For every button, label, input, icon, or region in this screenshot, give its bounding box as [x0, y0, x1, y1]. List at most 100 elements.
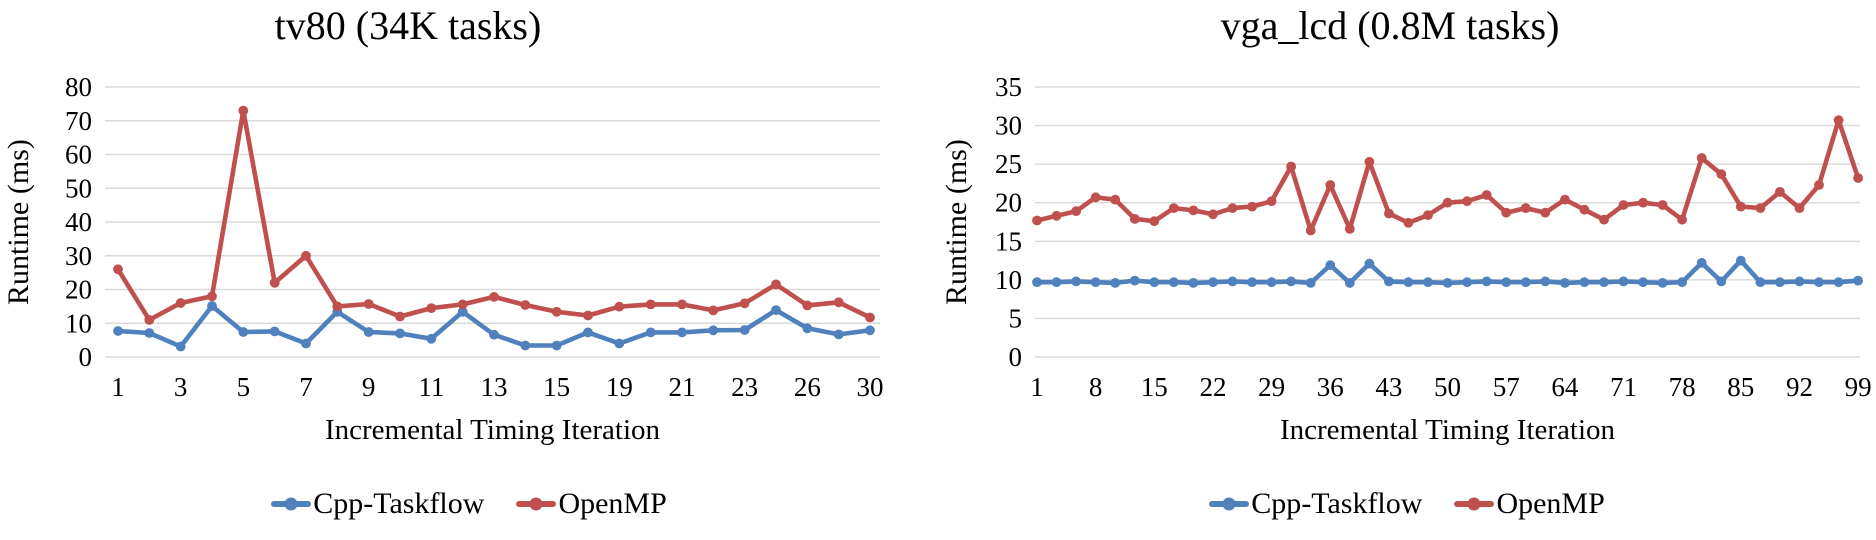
y-tick-label: 30 [995, 111, 1022, 141]
data-point [614, 301, 625, 312]
data-point [426, 333, 437, 344]
x-tick-label: 92 [1786, 372, 1813, 402]
data-point [395, 311, 405, 322]
y-tick-label: 30 [65, 241, 92, 271]
data-point [1090, 277, 1101, 288]
data-point [175, 298, 186, 308]
data-point [708, 325, 719, 336]
data-point [1677, 277, 1687, 288]
data-point [1344, 278, 1355, 288]
data-point [833, 329, 844, 340]
data-point [113, 264, 123, 275]
data-point [1462, 277, 1472, 288]
data-point [1266, 196, 1277, 207]
data-point [1149, 277, 1160, 288]
data-point [1384, 208, 1394, 219]
data-point [269, 326, 280, 337]
data-point [1814, 277, 1824, 288]
data-point [1775, 277, 1785, 288]
data-point [1696, 258, 1707, 268]
legend: Cpp-Taskflow OpenMP [0, 487, 938, 521]
taskflow-line-swatch-icon [1209, 497, 1250, 511]
data-point [457, 299, 468, 310]
x-axis-title: Incremental Timing Iteration [1279, 414, 1616, 446]
x-tick-label: 36 [1317, 372, 1344, 402]
data-point [1599, 214, 1609, 225]
data-point [332, 301, 343, 312]
data-point [583, 310, 593, 321]
legend-item-openmp: OpenMP [516, 487, 667, 521]
y-tick-label: 60 [65, 140, 92, 170]
page-title: vga_lcd (0.8M tasks) [1220, 3, 1560, 48]
data-point [1481, 190, 1492, 200]
data-point [1540, 207, 1551, 218]
data-point [301, 338, 311, 349]
legend-label: Cpp-Taskflow [313, 487, 485, 520]
data-point [207, 301, 217, 311]
data-point [426, 303, 437, 313]
data-point [1032, 277, 1042, 288]
x-tick-label: 11 [418, 372, 444, 402]
legend-item-cpp-taskflow: Cpp-Taskflow [1209, 487, 1422, 521]
x-tick-label: 21 [668, 372, 695, 402]
data-point [207, 291, 217, 302]
data-point [1716, 276, 1727, 287]
data-point [739, 298, 750, 309]
data-point [1110, 194, 1121, 205]
legend-label: Cpp-Taskflow [1251, 487, 1423, 520]
data-point [865, 312, 875, 323]
data-point [1755, 203, 1766, 214]
data-point [1462, 196, 1472, 207]
y-tick-label: 70 [65, 106, 92, 136]
data-point [1129, 275, 1140, 286]
data-point [1735, 201, 1746, 212]
data-point [1833, 115, 1844, 126]
data-point [771, 279, 781, 290]
data-point [1638, 277, 1648, 288]
data-point [1579, 277, 1590, 288]
x-tick-label: 1 [1030, 372, 1044, 402]
data-point [1227, 203, 1238, 214]
x-tick-label: 57 [1493, 372, 1520, 402]
legend-label: OpenMP [558, 487, 667, 520]
data-point [144, 328, 155, 338]
data-point [1794, 276, 1805, 287]
data-point [645, 299, 656, 310]
openmp-line-swatch-icon [1454, 497, 1495, 511]
data-point [1696, 153, 1707, 163]
data-point [1755, 277, 1766, 288]
data-point [583, 327, 593, 338]
data-point [739, 325, 750, 335]
data-point [1227, 276, 1238, 287]
data-point [175, 341, 186, 352]
data-point [1520, 203, 1531, 214]
data-point [1833, 277, 1844, 288]
x-tick-label: 1 [111, 372, 125, 402]
data-point [489, 292, 499, 302]
y-tick-label: 25 [995, 149, 1022, 179]
x-tick-label: 19 [606, 372, 633, 402]
x-tick-label: 30 [856, 372, 883, 402]
openmp-marker-icon [529, 497, 543, 511]
data-point [677, 327, 687, 338]
data-point [1168, 277, 1179, 288]
data-point [1247, 277, 1257, 288]
data-point [1560, 194, 1570, 205]
data-point [1129, 214, 1140, 224]
data-point [677, 299, 687, 310]
data-point [1423, 210, 1433, 221]
legend: Cpp-Taskflow OpenMP [938, 487, 1876, 521]
data-point [1775, 187, 1785, 197]
x-tick-label: 71 [1610, 372, 1637, 402]
data-point [1286, 161, 1296, 172]
data-point [1657, 278, 1668, 288]
data-point [1853, 173, 1863, 183]
x-tick-label: 26 [794, 372, 821, 402]
x-tick-label: 23 [731, 372, 758, 402]
x-axis-title: Incremental Timing Iteration [324, 414, 661, 446]
x-tick-label: 8 [1089, 372, 1103, 402]
data-point [520, 300, 531, 310]
data-point [1599, 277, 1609, 288]
data-point [833, 297, 844, 308]
